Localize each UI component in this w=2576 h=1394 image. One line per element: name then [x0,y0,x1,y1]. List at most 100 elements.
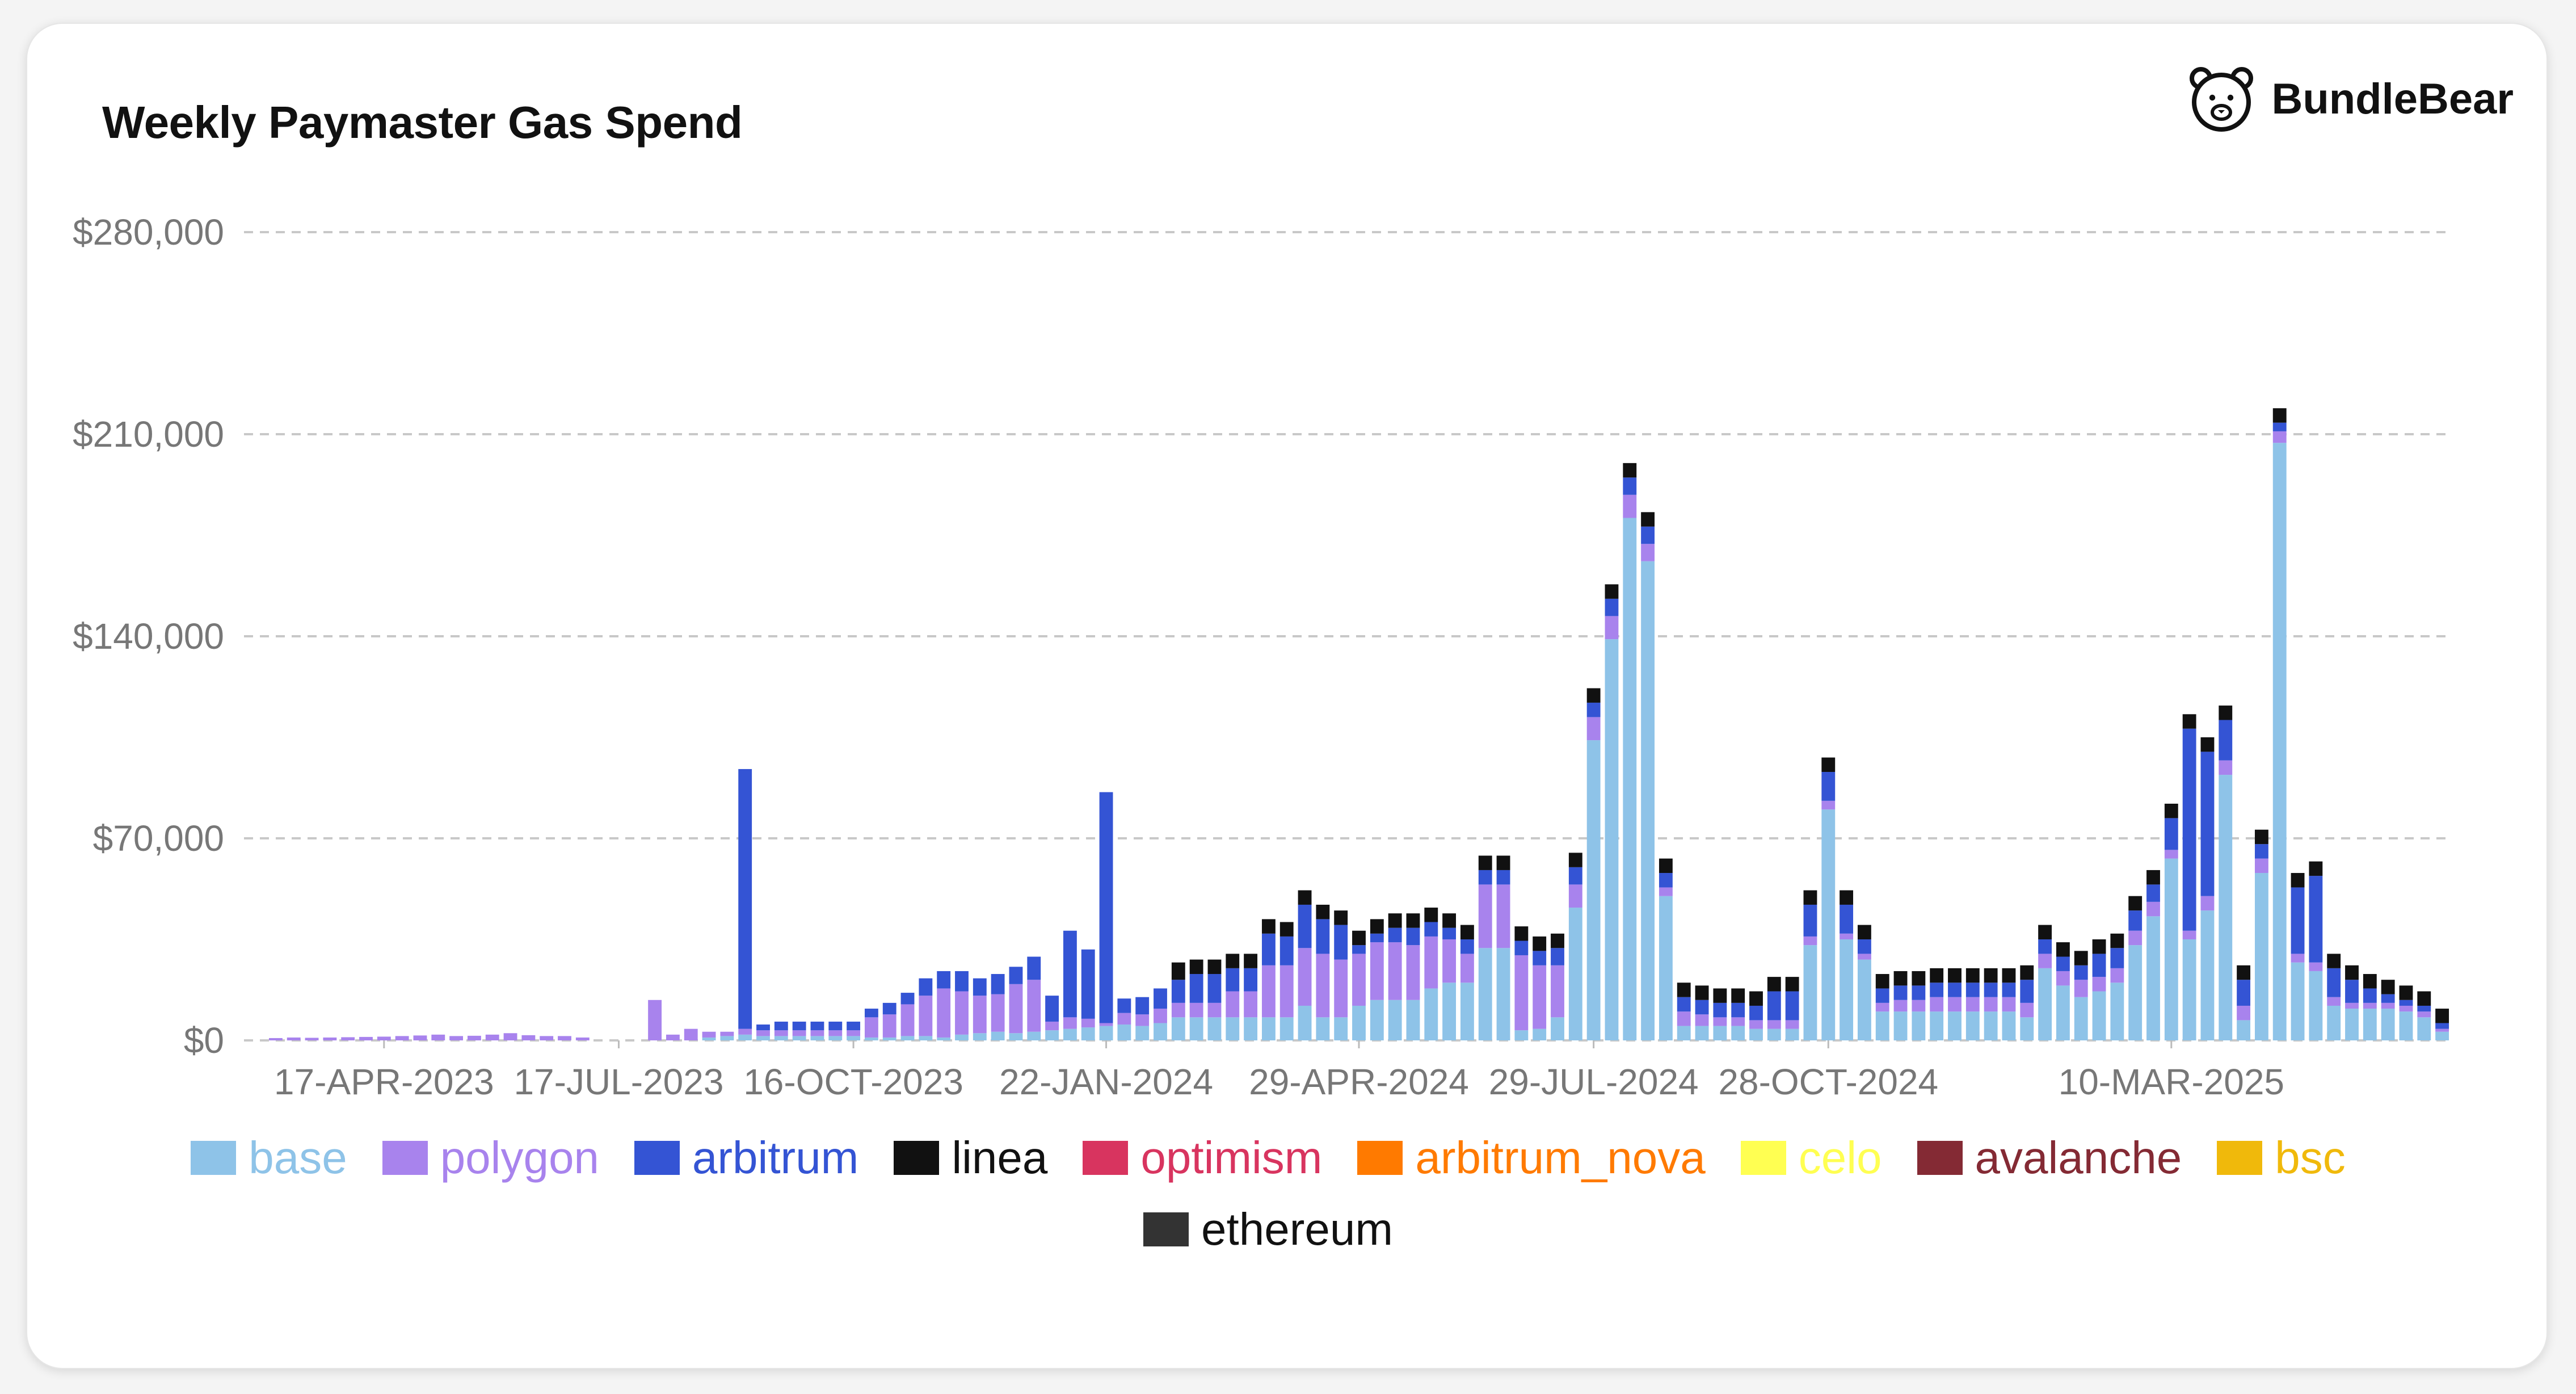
legend-item-bsc[interactable]: bsc [2217,1130,2346,1186]
bar-segment-linea [2327,954,2341,968]
bar-segment-arbitrum [2417,1005,2431,1012]
bar-segment-arbitrum [847,1021,861,1031]
brand[interactable]: BundleBear [2185,62,2514,135]
legend-label: base [249,1132,347,1183]
bar-segment-arbitrum [1821,772,1836,801]
bar-segment-linea [1659,858,1673,874]
legend-item-linea[interactable]: linea [894,1130,1047,1186]
bar-segment-linea [2038,925,2052,939]
bar-segment-arbitrum [1875,988,1889,1003]
bar-segment-polygon [558,1036,571,1040]
bar-segment-arbitrum [991,974,1005,994]
bar-segment-base [973,1033,987,1040]
bar-segment-polygon [1514,955,1529,1031]
legend-label: polygon [440,1132,599,1183]
bar-segment-arbitrum [2128,910,2143,931]
bar-segment-base [1135,1026,1150,1040]
bar-segment-base [1767,1028,1781,1040]
legend-item-ethereum[interactable]: ethereum [1143,1201,1393,1258]
bar-segment-linea [2237,965,2251,980]
bar-segment-linea [1586,688,1601,703]
bar-segment-linea [1189,959,1203,975]
bar-segment-arbitrum [1803,904,1817,937]
legend-item-arbitrum_nova[interactable]: arbitrum_nova [1357,1130,1706,1186]
bar-segment-base [1442,982,1457,1040]
legend-item-avalanche[interactable]: avalanche [1917,1130,2182,1186]
bar-segment-arbitrum [828,1021,843,1031]
bar-segment-linea [1316,904,1330,919]
bar-segment-linea [2345,965,2359,980]
bar-segment-base [2146,916,2160,1040]
legend-swatch [1083,1141,1129,1175]
bar-segment-polygon [395,1036,409,1040]
bar-segment-base [1244,1017,1258,1040]
bar-segment-arbitrum [1605,598,1619,616]
bar-segment-base [2164,858,2178,1040]
bar-segment-arbitrum [1442,927,1457,939]
bar-segment-arbitrum [1551,948,1564,965]
legend-item-arbitrum[interactable]: arbitrum [634,1130,858,1186]
legend-label: arbitrum [692,1132,859,1183]
bar-segment-polygon [973,996,987,1034]
bar-segment-polygon [467,1035,481,1040]
bar-segment-polygon [1478,884,1492,948]
bar-segment-polygon [1370,942,1384,1000]
bar-segment-base [1154,1023,1167,1040]
bar-segment-polygon [1803,936,1817,946]
bar-segment-base [1388,1000,1402,1040]
bar-segment-polygon [2254,858,2268,874]
bar-segment-polygon [359,1036,373,1040]
bar-segment-base [2309,971,2323,1040]
legend-item-polygon[interactable]: polygon [382,1130,599,1186]
x-tick-label: 28-OCT-2024 [1718,1061,1938,1102]
bar-segment-arbitrum [1478,870,1492,885]
bar-segment-arbitrum [1641,526,1655,544]
bar-segment-polygon [305,1038,319,1040]
bar-segment-linea [1821,757,1836,772]
bar-segment-base [1605,639,1619,1040]
bar-segment-arbitrum [955,971,969,992]
bar-segment-base [2363,1009,2377,1040]
bar-segment-base [2272,443,2287,1041]
legend-item-celo[interactable]: celo [1740,1130,1882,1186]
bar-segment-base [1460,982,1474,1040]
bar-segment-arbitrum [1912,985,1926,1000]
bar-segment-polygon [413,1035,427,1040]
legend-item-base[interactable]: base [191,1130,347,1186]
x-tick-label: 29-JUL-2024 [1489,1061,1699,1102]
bar-segment-arbitrum [1568,867,1582,885]
bar-segment-base [1063,1028,1077,1040]
bar-segment-base [2327,1005,2341,1040]
bar-segment-polygon [666,1034,680,1040]
bar-segment-base [1424,988,1438,1040]
y-tick-label: $210,000 [73,414,224,455]
x-tick-label: 10-MAR-2025 [2059,1061,2284,1102]
bar-segment-base [1352,1005,1366,1040]
bar-segment-arbitrum [1117,998,1131,1013]
bar-segment-base [1623,518,1637,1040]
bar-segment-linea [2200,737,2215,752]
bar-segment-polygon [1965,997,1980,1012]
bar-segment-polygon [1009,984,1023,1034]
bar-segment-polygon [937,988,951,1038]
bar-segment-polygon [1298,948,1312,1006]
x-tick-label: 17-APR-2023 [274,1061,494,1102]
bar-segment-arbitrum [2056,956,2070,971]
bar-segment-linea [2291,873,2305,888]
bar-segment-arbitrum [1948,982,1962,997]
bar-segment-linea [2272,408,2287,423]
bar-segment-base [847,1036,861,1040]
bar-segment-polygon [1948,997,1962,1012]
bar-segment-polygon [1189,1002,1203,1018]
legend-item-optimism[interactable]: optimism [1083,1130,1322,1186]
bar-segment-arbitrum [2002,982,2016,997]
bar-segment-linea [1207,959,1222,975]
bar-segment-base [1821,809,1836,1040]
bar-segment-arbitrum [738,769,752,1029]
bar-segment-base [900,1036,915,1040]
bar-segment-polygon [1352,954,1366,1006]
bar-segment-base [1857,959,1871,1040]
bar-segment-polygon [575,1037,590,1040]
bar-segment-base [1749,1028,1763,1040]
bar-segment-polygon [2092,977,2106,992]
